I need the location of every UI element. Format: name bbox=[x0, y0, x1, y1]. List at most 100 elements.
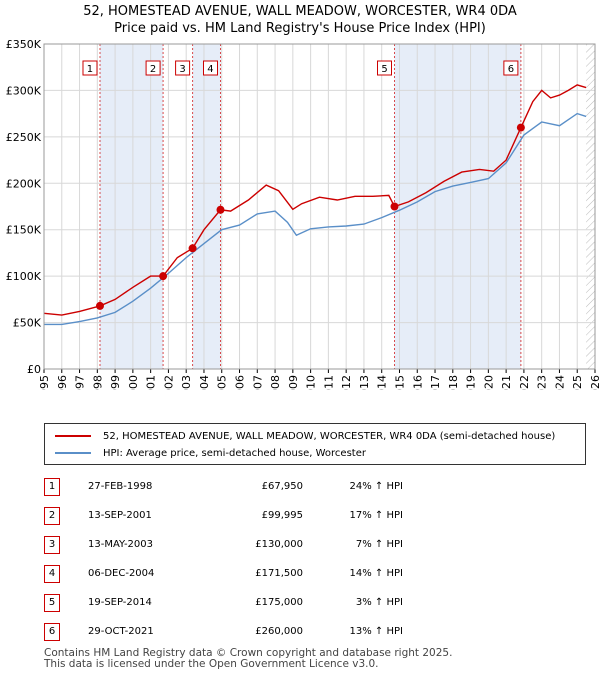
x-tick-label: 2020 bbox=[482, 375, 495, 390]
x-tick-label: 1995 bbox=[38, 375, 51, 390]
sale-point bbox=[390, 202, 399, 211]
x-tick-label: 1999 bbox=[109, 375, 122, 390]
legend-swatch-blue bbox=[55, 452, 91, 454]
sale-number-cell: 5 bbox=[44, 588, 88, 617]
x-tick-label: 1996 bbox=[56, 375, 69, 390]
x-tick-label: 2005 bbox=[216, 375, 229, 390]
sale-label-box bbox=[503, 60, 519, 76]
sale-hpi-change: 3% ↑ HPI bbox=[355, 597, 403, 608]
legend-label-property: 52, HOMESTEAD AVENUE, WALL MEADOW, WORCE… bbox=[103, 430, 556, 442]
sale-number-badge: 6 bbox=[44, 622, 60, 641]
sale-number-cell: 3 bbox=[44, 530, 88, 559]
y-tick-label: £250K bbox=[6, 131, 42, 144]
sale-period-shade bbox=[192, 44, 221, 369]
x-tick-label: 2026 bbox=[589, 375, 600, 390]
table-row: 5 19-SEP-2014 £175,000 3% ↑ HPI bbox=[44, 588, 403, 617]
sale-price: £67,950 bbox=[261, 481, 303, 492]
table-row: 4 06-DEC-2004 £171,500 14% ↑ HPI bbox=[44, 559, 403, 588]
x-tick-label: 1998 bbox=[91, 375, 104, 390]
x-tick-label: 2004 bbox=[198, 375, 211, 390]
x-tick-label: 2007 bbox=[251, 375, 264, 390]
x-tick-label: 2019 bbox=[465, 375, 478, 390]
x-tick-label: 2003 bbox=[180, 375, 193, 390]
sale-label-box bbox=[145, 60, 161, 76]
sale-hpi-change: 14% ↑ HPI bbox=[349, 568, 403, 579]
sale-point bbox=[216, 205, 225, 214]
sale-hpi-change: 24% ↑ HPI bbox=[349, 481, 403, 492]
sale-label: 2 bbox=[150, 64, 156, 75]
sale-date: 06-DEC-2004 bbox=[88, 568, 155, 579]
plot-border bbox=[43, 43, 596, 370]
sale-period-shade bbox=[99, 44, 164, 369]
sale-hpi-change: 7% ↑ HPI bbox=[355, 539, 403, 550]
x-tick-label: 2025 bbox=[571, 375, 584, 390]
y-tick-label: £0 bbox=[27, 363, 41, 376]
x-tick-label: 2002 bbox=[162, 375, 175, 390]
price-chart: £0 £50K £100K £150K £200K £250K £300K £350K 1995… bbox=[6, 38, 600, 390]
sale-hpi-change: 13% ↑ HPI bbox=[349, 626, 403, 637]
legend-item-hpi: HPI: Average price, semi-detached house,… bbox=[55, 445, 366, 461]
sale-price: £260,000 bbox=[255, 626, 303, 637]
x-tick-label: 2016 bbox=[411, 375, 424, 390]
sale-price: £171,500 bbox=[255, 568, 303, 579]
sale-label-box bbox=[377, 60, 393, 76]
series-line bbox=[44, 112, 587, 326]
sale-number-cell: 2 bbox=[44, 501, 88, 530]
sale-number-cell: 1 bbox=[44, 472, 88, 501]
y-tick-label: £300K bbox=[6, 84, 42, 97]
x-tick-label: 2012 bbox=[340, 375, 353, 390]
table-row: 1 27-FEB-1998 £67,950 24% ↑ HPI bbox=[44, 472, 403, 501]
sale-number-cell: 4 bbox=[44, 559, 88, 588]
chart-title: 52, HOMESTEAD AVENUE, WALL MEADOW, WORCE… bbox=[83, 4, 517, 19]
sale-point bbox=[159, 272, 168, 281]
x-tick-label: 2013 bbox=[358, 375, 371, 390]
sale-number-badge: 2 bbox=[44, 506, 60, 525]
y-tick-label: £50K bbox=[13, 317, 42, 330]
sale-label: 4 bbox=[207, 64, 213, 75]
sale-number-cell: 6 bbox=[44, 617, 88, 646]
y-tick-label: £100K bbox=[6, 270, 42, 283]
table-row: 6 29-OCT-2021 £260,000 13% ↑ HPI bbox=[44, 617, 403, 646]
y-tick-label: £200K bbox=[6, 177, 42, 190]
sale-date: 29-OCT-2021 bbox=[88, 626, 154, 637]
sale-hpi-change: 17% ↑ HPI bbox=[349, 510, 403, 521]
chart-subtitle: Price paid vs. HM Land Registry's House … bbox=[114, 21, 486, 36]
x-tick-label: 2008 bbox=[269, 375, 282, 390]
legend-swatch-red bbox=[55, 435, 91, 437]
sale-label-box bbox=[82, 60, 98, 76]
sale-number-badge: 3 bbox=[44, 535, 60, 554]
y-tick-label: £350K bbox=[6, 38, 42, 51]
legend-label-hpi: HPI: Average price, semi-detached house,… bbox=[103, 447, 366, 459]
footer-copyright: Contains HM Land Registry data © Crown c… bbox=[44, 647, 453, 659]
sale-label: 6 bbox=[508, 64, 514, 75]
sale-price: £130,000 bbox=[255, 539, 303, 550]
future-hatch bbox=[586, 44, 595, 369]
x-tick-label: 2009 bbox=[287, 375, 300, 390]
footer-licence: This data is licensed under the Open Gov… bbox=[44, 658, 379, 670]
x-tick-label: 2023 bbox=[536, 375, 549, 390]
sale-label: 3 bbox=[179, 64, 185, 75]
x-tick-label: 2001 bbox=[145, 375, 158, 390]
x-tick-label: 2017 bbox=[429, 375, 442, 390]
x-tick-label: 2021 bbox=[500, 375, 513, 390]
sale-label: 5 bbox=[381, 64, 387, 75]
x-tick-label: 2000 bbox=[127, 375, 140, 390]
sale-label-box bbox=[202, 60, 218, 76]
sale-point bbox=[516, 123, 525, 132]
sale-price: £99,995 bbox=[261, 510, 303, 521]
x-tick-label: 2006 bbox=[234, 375, 247, 390]
x-tick-label: 2018 bbox=[447, 375, 460, 390]
sale-number-badge: 4 bbox=[44, 564, 60, 583]
footer: Contains HM Land Registry data © Crown c… bbox=[44, 648, 452, 670]
table-row: 2 13-SEP-2001 £99,995 17% ↑ HPI bbox=[44, 501, 403, 530]
sale-point bbox=[95, 301, 104, 310]
sale-period-shade bbox=[394, 44, 521, 369]
x-tick-label: 2022 bbox=[518, 375, 531, 390]
sale-label-box bbox=[175, 60, 191, 76]
x-tick-label: 2010 bbox=[305, 375, 318, 390]
table-row: 3 13-MAY-2003 £130,000 7% ↑ HPI bbox=[44, 530, 403, 559]
series-line bbox=[43, 84, 587, 316]
x-tick-label: 2011 bbox=[322, 375, 335, 390]
sale-point bbox=[188, 244, 197, 253]
chart-legend: 52, HOMESTEAD AVENUE, WALL MEADOW, WORCE… bbox=[44, 423, 586, 465]
